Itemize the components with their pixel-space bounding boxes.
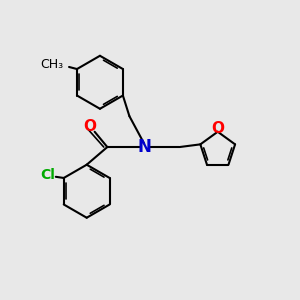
Text: N: N <box>137 138 151 156</box>
Text: O: O <box>211 121 224 136</box>
Text: Cl: Cl <box>40 168 55 182</box>
Text: O: O <box>83 119 96 134</box>
Text: CH₃: CH₃ <box>40 58 63 70</box>
